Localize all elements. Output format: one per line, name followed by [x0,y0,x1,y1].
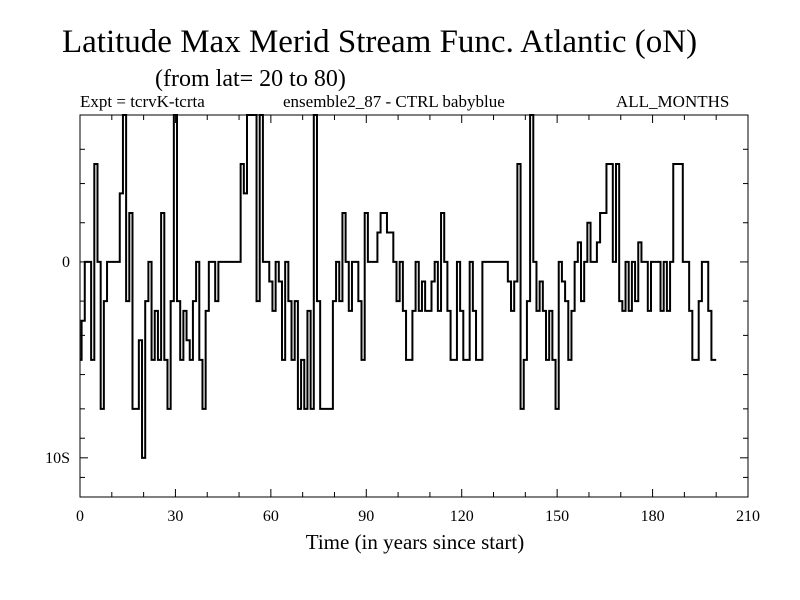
series-line [80,114,717,459]
ensemble-label: ensemble2_87 - CTRL babyblue [283,92,505,111]
x-tick-label: 180 [641,508,665,525]
months-label: ALL_MONTHS [616,92,730,111]
axis-ticks [79,115,749,497]
x-axis-label: Time (in years since start) [305,530,525,554]
axis-tick-labels: 0 30 60 90 120 150 180 210 0 10S [45,254,760,525]
y-tick-label: 0 [62,254,70,271]
x-tick-label: 120 [450,508,474,525]
experiment-label: Expt = tcrvK-tcrta [80,92,205,111]
x-tick-label: 30 [167,508,183,525]
x-tick-label: 90 [358,508,374,525]
chart-title: Latitude Max Merid Stream Func. Atlantic… [62,24,698,60]
x-tick-label: 0 [76,508,84,525]
x-tick-label: 60 [263,508,279,525]
plot-frame [79,114,749,498]
chart-subtitle: (from lat= 20 to 80) [155,66,346,92]
x-tick-label: 210 [736,508,760,525]
x-tick-label: 150 [545,508,569,525]
y-tick-label: 10S [45,450,70,467]
